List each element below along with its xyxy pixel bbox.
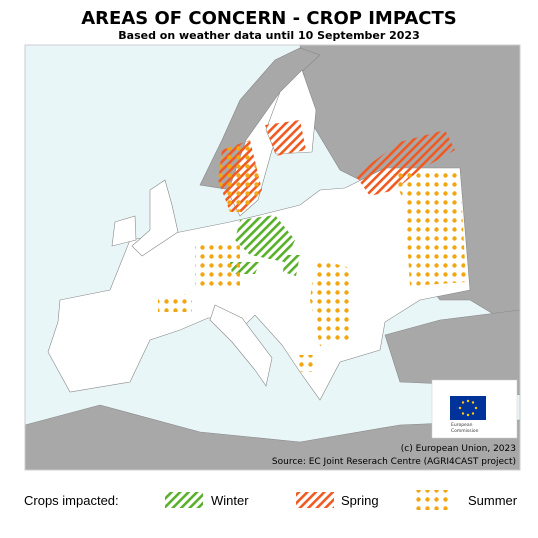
legend-swatch <box>412 490 450 510</box>
turkey <box>384 309 520 396</box>
summer-area <box>298 355 315 372</box>
legend-title: Crops impacted: <box>24 493 119 508</box>
spring-area <box>355 130 455 196</box>
spring-area <box>265 120 306 156</box>
summer-area <box>195 245 240 290</box>
impact-areas <box>158 120 466 372</box>
winter-area <box>235 215 295 262</box>
summer-area <box>310 258 350 346</box>
eu-flag <box>450 396 486 420</box>
legend-label: Summer <box>468 493 518 508</box>
italy <box>209 304 273 387</box>
copyright: (c) European Union, 2023 <box>401 444 516 454</box>
winter-area <box>283 255 300 276</box>
legend: Crops impacted: Winter Spring Summer <box>24 490 518 510</box>
eu-stars <box>458 399 478 417</box>
logo-text: Commission <box>451 428 479 434</box>
legend-label: Spring <box>341 493 379 508</box>
legend-label: Winter <box>211 493 249 508</box>
africa <box>25 404 520 470</box>
logo-text: European <box>451 422 473 428</box>
legend-swatch <box>296 492 334 508</box>
map: European Commission (c) European Union, … <box>25 45 520 470</box>
europe-mainland <box>47 167 471 401</box>
summer-area <box>158 294 192 312</box>
summer-area <box>392 170 466 286</box>
subtitle: Based on weather data until 10 September… <box>118 29 419 42</box>
ireland <box>111 215 137 247</box>
eu-logo: European Commission <box>431 379 518 439</box>
title: AREAS OF CONCERN - CROP IMPACTS <box>81 8 457 29</box>
summer-area <box>218 140 262 212</box>
map-frame <box>24 44 521 471</box>
great-britain <box>131 179 179 257</box>
legend-swatch <box>165 492 203 508</box>
source: Source: EC Joint Reserach Centre (AGRI4C… <box>272 457 516 467</box>
